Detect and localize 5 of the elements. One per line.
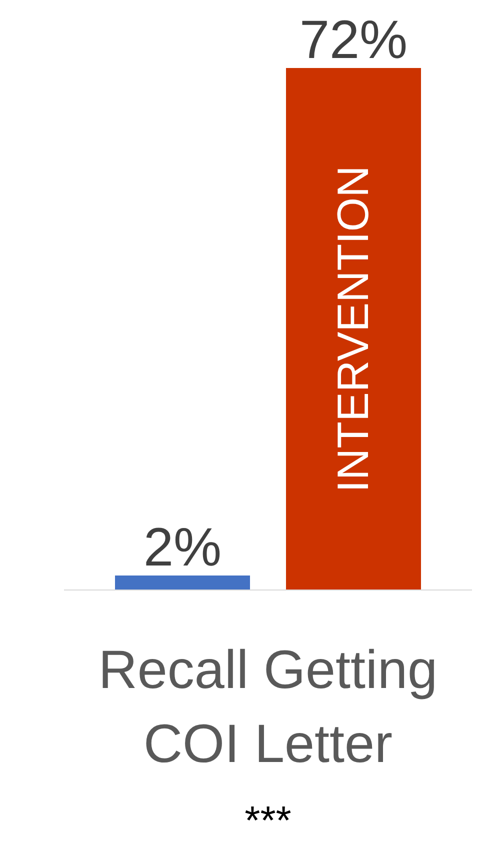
series-label: INTERVENTION bbox=[329, 166, 378, 492]
text: *** bbox=[244, 798, 292, 845]
x-tick-label: Recall Getting COI Letter bbox=[98, 640, 438, 774]
data-label: 2% bbox=[143, 518, 222, 578]
data-label: 72% bbox=[299, 10, 408, 70]
